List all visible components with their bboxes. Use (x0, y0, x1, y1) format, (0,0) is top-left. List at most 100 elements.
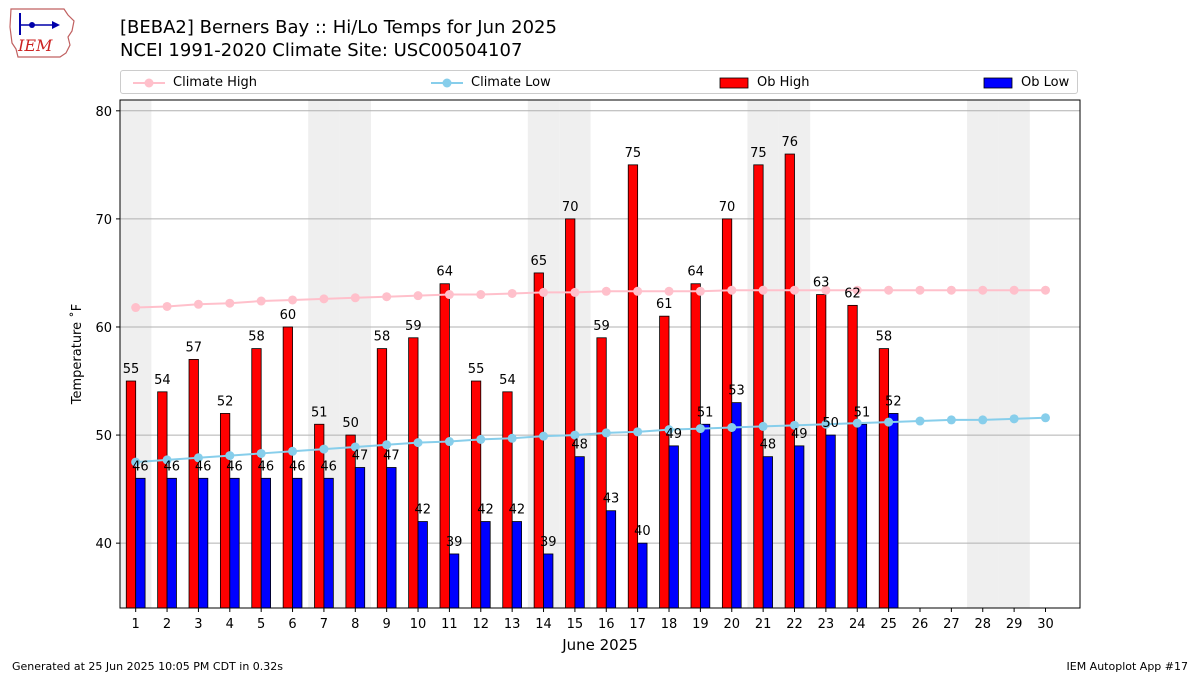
ob-high-bar (439, 283, 450, 609)
y-tick-label: 40 (95, 537, 112, 552)
climate-low-point (664, 425, 674, 435)
climate-high-point (601, 286, 611, 296)
climate-low-point (162, 455, 172, 465)
ob-high-value-label: 50 (342, 416, 359, 431)
iem-logo: IEM (9, 8, 75, 58)
ob-high-value-label: 76 (782, 135, 799, 150)
legend-ob-low-swatch (983, 77, 1013, 89)
plot-frame (119, 99, 1081, 609)
x-tick-label: 26 (912, 617, 929, 632)
climate-low-point (978, 415, 988, 425)
ob-low-value-label: 46 (163, 459, 180, 474)
ob-high-bar (627, 164, 639, 609)
ob-low-value-label: 47 (352, 448, 369, 463)
x-tick-label: 9 (383, 617, 391, 632)
ob-high-value-label: 59 (593, 319, 610, 334)
ob-low-bar (260, 477, 271, 609)
ob-high-bar (659, 315, 670, 609)
x-tick-label: 7 (320, 617, 328, 632)
ob-low-bar (605, 510, 617, 609)
ob-low-bar (574, 456, 585, 609)
x-axis-label: June 2025 (561, 636, 638, 654)
climate-high-point (633, 286, 643, 296)
x-tick-label: 14 (535, 617, 552, 632)
climate-low-point (601, 428, 611, 438)
x-tick-label: 15 (567, 617, 584, 632)
ob-high-bar (784, 153, 795, 609)
ob-high-bar (219, 413, 231, 609)
ob-low-bar (668, 445, 679, 609)
ob-low-bar (417, 521, 428, 609)
x-tick-label: 8 (351, 617, 359, 632)
ob-high-value-label: 75 (750, 146, 767, 161)
ob-low-value-label: 39 (446, 535, 463, 550)
ob-high-value-label: 58 (248, 330, 265, 345)
climate-low-point (821, 419, 831, 429)
ob-high-value-label: 59 (405, 319, 422, 334)
climate-low-point (758, 421, 768, 431)
ob-low-bar (731, 402, 742, 609)
ob-low-bar (292, 477, 303, 609)
climate-high-point (1040, 285, 1050, 295)
ob-high-bar (157, 391, 168, 609)
ob-low-bar (543, 553, 554, 609)
ob-low-value-label: 46 (258, 459, 275, 474)
climate-high-point (1009, 285, 1019, 295)
climate-high-point (570, 287, 580, 297)
ob-high-bar (565, 218, 576, 609)
y-tick-label: 80 (95, 105, 112, 120)
ob-low-value-label: 52 (885, 394, 902, 409)
ob-low-value-label: 39 (540, 535, 557, 550)
y-tick-label: 60 (95, 321, 112, 336)
climate-high-point (193, 299, 203, 309)
climate-low-point (476, 434, 486, 444)
ob-high-value-label: 54 (499, 373, 516, 388)
ob-high-bar (502, 391, 513, 609)
climate-high-point (131, 303, 141, 313)
ob-low-bar (323, 477, 334, 609)
ob-high-bar (251, 348, 262, 609)
x-tick-label: 3 (194, 617, 202, 632)
climate-high-point (413, 291, 423, 301)
ob-low-value-label: 42 (414, 503, 431, 518)
ob-high-value-label: 70 (562, 200, 579, 215)
climate-low-point (727, 422, 737, 432)
ob-low-value-label: 40 (634, 524, 651, 539)
ob-high-bar (753, 164, 764, 609)
ob-high-bar (847, 304, 858, 609)
ob-high-bar (188, 359, 199, 609)
ob-low-bar (386, 467, 397, 609)
ob-high-bar (376, 348, 388, 609)
ob-low-value-label: 46 (320, 459, 337, 474)
legend-label-climate-high: Climate High (173, 75, 258, 90)
ob-low-bar (762, 456, 773, 609)
climate-high-point (225, 298, 235, 308)
x-tick-label: 5 (257, 617, 265, 632)
ob-high-bar (690, 283, 701, 609)
climate-high-point (350, 293, 360, 303)
x-tick-label: 17 (629, 617, 646, 632)
climate-low-point (852, 418, 862, 428)
ob-low-bar (825, 434, 836, 609)
ob-high-value-label: 63 (813, 276, 830, 291)
x-tick-label: 25 (880, 617, 897, 632)
climate-high-line (135, 289, 1046, 309)
x-tick-label: 12 (473, 617, 490, 632)
climate-low-point (884, 417, 894, 427)
ob-low-value-label: 51 (697, 405, 714, 420)
ob-low-bar (135, 477, 146, 609)
ob-low-value-label: 53 (728, 384, 745, 399)
ob-low-bar (449, 553, 460, 609)
x-tick-label: 23 (818, 617, 835, 632)
ob-high-bar (408, 337, 419, 609)
ob-low-value-label: 51 (854, 405, 871, 420)
ob-low-value-label: 46 (195, 459, 212, 474)
x-tick-label: 30 (1037, 617, 1054, 632)
legend-climate-high-swatch (133, 78, 165, 88)
ob-low-bar (794, 445, 805, 609)
climate-high-point (758, 285, 768, 295)
ob-low-value-label: 50 (822, 416, 839, 431)
ob-low-bar (166, 477, 177, 609)
chart-legend: Climate High Climate Low Ob High Ob Low (120, 70, 1078, 94)
